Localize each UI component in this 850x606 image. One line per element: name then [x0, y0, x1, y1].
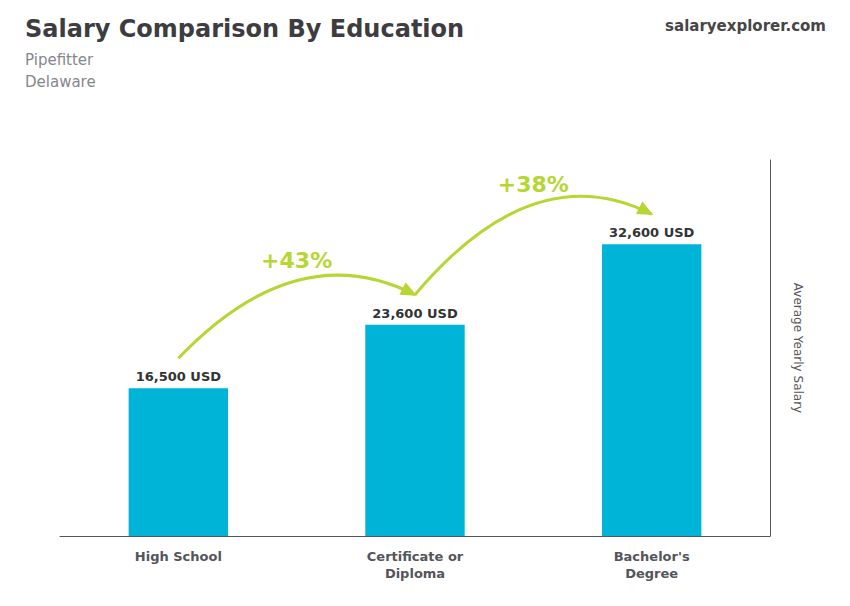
- svg-text:Certificate or: Certificate or: [367, 549, 464, 564]
- svg-text:Degree: Degree: [625, 566, 678, 581]
- svg-text:High School: High School: [135, 549, 222, 564]
- svg-text:32,600 USD: 32,600 USD: [609, 225, 695, 240]
- svg-text:Average Yearly Salary: Average Yearly Salary: [791, 283, 805, 413]
- svg-text:Delaware: Delaware: [25, 73, 96, 91]
- svg-text:Pipefitter: Pipefitter: [25, 51, 94, 69]
- svg-text:Salary Comparison By Education: Salary Comparison By Education: [25, 15, 464, 43]
- svg-text:Diploma: Diploma: [385, 566, 445, 581]
- svg-text:Bachelor's: Bachelor's: [614, 549, 690, 564]
- svg-text:16,500 USD: 16,500 USD: [136, 369, 222, 384]
- svg-text:+43%: +43%: [261, 248, 332, 273]
- svg-text:23,600 USD: 23,600 USD: [372, 306, 458, 321]
- svg-text:salaryexplorer.com: salaryexplorer.com: [665, 17, 826, 35]
- svg-text:+38%: +38%: [498, 172, 569, 197]
